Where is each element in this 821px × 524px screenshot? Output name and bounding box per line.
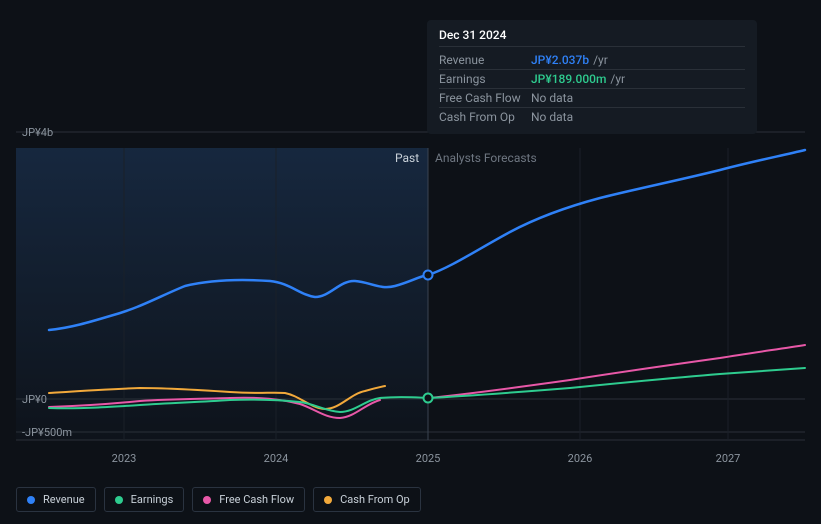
x-axis-label: 2023 (112, 452, 137, 465)
tooltip-row: RevenueJP¥2.037b/yr (439, 51, 745, 70)
legend: Revenue Earnings Free Cash Flow Cash From O… (16, 487, 421, 512)
tooltip-row-label: Earnings (439, 72, 531, 86)
legend-item-fcf[interactable]: Free Cash Flow (192, 487, 305, 512)
y-axis-label: JP¥0 (22, 393, 47, 406)
tooltip-row-label: Free Cash Flow (439, 91, 531, 105)
legend-item-revenue[interactable]: Revenue (16, 487, 96, 512)
past-region (16, 148, 428, 440)
legend-label: Cash From Op (340, 493, 410, 506)
y-axis-label: -JP¥500m (22, 426, 72, 439)
tooltip-row-nodata: No data (531, 110, 573, 124)
chart-container: JP¥4b JP¥0 -JP¥500m 2023 2024 2025 2026 2027 P… (0, 0, 821, 524)
tooltip-row: Free Cash FlowNo data (439, 89, 745, 108)
x-axis-label: 2024 (264, 452, 289, 465)
legend-dot (27, 496, 35, 504)
x-axis-label: 2025 (416, 452, 441, 465)
tooltip-row-nodata: No data (531, 91, 573, 105)
legend-dot (115, 496, 123, 504)
x-axis-label: 2027 (716, 452, 741, 465)
forecast-label: Analysts Forecasts (435, 151, 537, 165)
tooltip-row-unit: /yr (610, 72, 625, 86)
marker-earnings (424, 394, 433, 403)
legend-dot (324, 496, 332, 504)
tooltip-date: Dec 31 2024 (439, 28, 745, 47)
marker-revenue (424, 271, 433, 280)
tooltip-row-unit: /yr (593, 53, 608, 67)
x-axis-label: 2026 (568, 452, 593, 465)
legend-dot (203, 496, 211, 504)
legend-label: Revenue (43, 493, 85, 506)
tooltip: Dec 31 2024 RevenueJP¥2.037b/yrEarningsJ… (427, 20, 757, 134)
past-label: Past (395, 151, 419, 165)
legend-label: Earnings (131, 493, 174, 506)
tooltip-row-label: Cash From Op (439, 110, 531, 124)
tooltip-row: Cash From OpNo data (439, 108, 745, 126)
tooltip-row: EarningsJP¥189.000m/yr (439, 70, 745, 89)
legend-label: Free Cash Flow (219, 493, 294, 506)
tooltip-row-value: JP¥189.000m (531, 72, 606, 86)
y-axis-label: JP¥4b (22, 126, 53, 139)
legend-item-cfo[interactable]: Cash From Op (313, 487, 421, 512)
legend-item-earnings[interactable]: Earnings (104, 487, 185, 512)
tooltip-row-label: Revenue (439, 53, 531, 67)
tooltip-row-value: JP¥2.037b (531, 53, 589, 67)
